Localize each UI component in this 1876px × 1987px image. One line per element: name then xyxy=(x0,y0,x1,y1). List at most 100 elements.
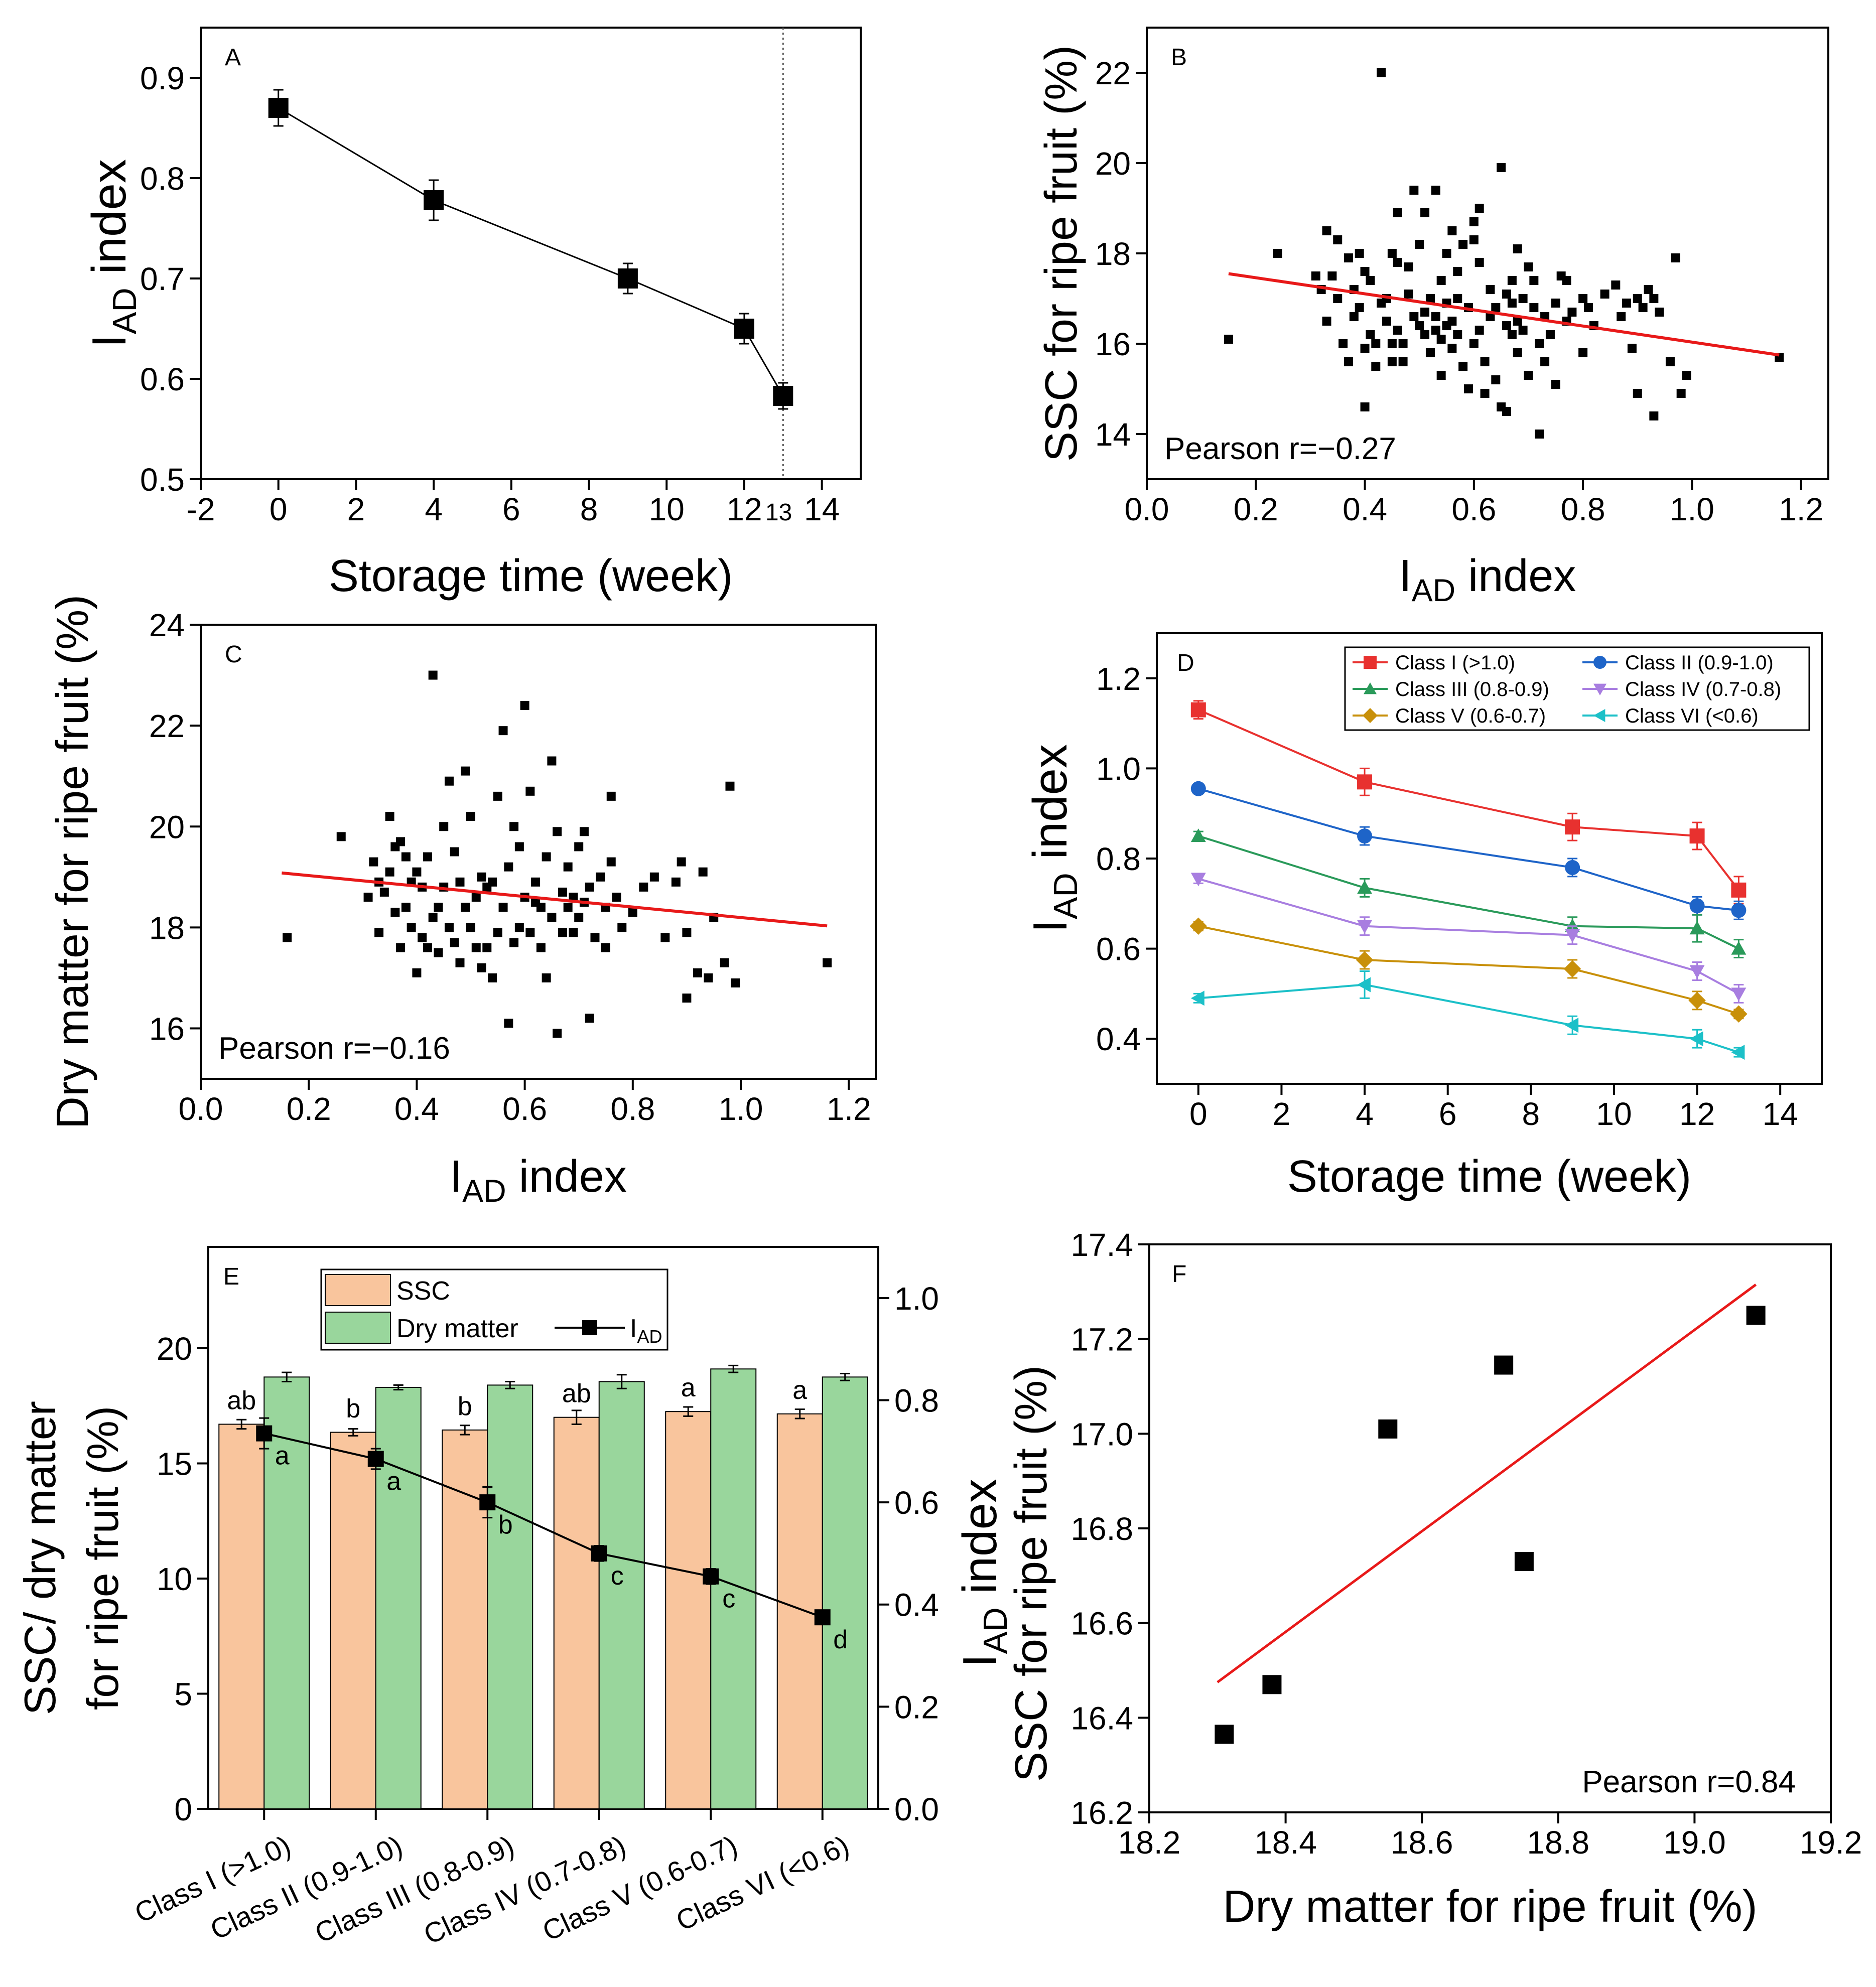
data-point xyxy=(1689,898,1705,914)
x-tick-label: 10 xyxy=(1596,1096,1632,1132)
data-point xyxy=(1731,903,1747,918)
scatter-point xyxy=(423,852,432,862)
y-tick-label: 10 xyxy=(157,1561,192,1597)
scatter-point xyxy=(423,943,432,952)
scatter-point xyxy=(1644,285,1653,294)
data-point xyxy=(1190,873,1206,887)
scatter-point xyxy=(536,943,546,952)
scatter-point xyxy=(558,928,567,937)
y-tick-label: 24 xyxy=(149,607,185,643)
x-tick-label: 4 xyxy=(425,491,443,527)
regression-line xyxy=(282,871,828,928)
scatter-point xyxy=(1491,375,1501,384)
y-tick-label: 17.0 xyxy=(1070,1416,1133,1452)
scatter-point xyxy=(1627,344,1637,353)
x-tick-label: 18.4 xyxy=(1254,1824,1317,1861)
scatter-point xyxy=(563,903,573,912)
data-point xyxy=(1190,990,1204,1006)
bar-ssc xyxy=(553,1416,600,1809)
scatter-point xyxy=(1502,321,1512,330)
data-point xyxy=(424,190,444,210)
y-tick-label: 16 xyxy=(149,1011,185,1047)
y-axis-title: Dry matter for ripe fruit (%) xyxy=(48,595,98,1129)
data-point xyxy=(734,319,754,339)
y-tick-label: 16.4 xyxy=(1070,1700,1133,1736)
significance-letter-iad: b xyxy=(498,1510,513,1539)
significance-letter-ssc: ab xyxy=(562,1379,591,1408)
legend-box xyxy=(1344,646,1810,731)
scatter-point xyxy=(477,963,486,972)
scatter-point xyxy=(385,867,394,877)
y-tick-label: 22 xyxy=(149,708,185,744)
data-point xyxy=(268,98,289,118)
scatter-point xyxy=(444,776,454,786)
x-tick-label: 10 xyxy=(649,491,685,527)
x-axis-title: Storage time (week) xyxy=(1287,1152,1691,1202)
scatter-point xyxy=(1617,312,1626,321)
x-tick-label: 8 xyxy=(580,491,598,527)
x-tick-label-extra: 13 xyxy=(765,499,792,526)
x-tick-label: -2 xyxy=(187,491,215,527)
y-tick-label: 15 xyxy=(157,1446,192,1482)
data-point xyxy=(1689,921,1705,935)
scatter-point xyxy=(606,791,616,801)
scatter-point xyxy=(574,913,584,922)
category-label: Class II (0.9-1.0) xyxy=(205,1829,407,1946)
bar-dry-matter-error xyxy=(393,1384,404,1391)
scatter-point xyxy=(407,923,416,932)
scatter-point xyxy=(466,923,475,932)
scatter-point xyxy=(585,882,594,892)
scatter-point xyxy=(649,872,659,882)
scatter-point xyxy=(1382,317,1392,326)
series-line xyxy=(1198,787,1739,912)
x-tick-label: 2 xyxy=(347,491,365,527)
y-tick-label: 1.0 xyxy=(1096,751,1141,787)
y-tick-label: 16.6 xyxy=(1070,1606,1133,1642)
scatter-point xyxy=(1551,299,1560,308)
bar-dry-matter xyxy=(598,1381,645,1810)
scatter-point xyxy=(1486,285,1495,294)
scatter-point xyxy=(1447,317,1457,326)
scatter-point xyxy=(1393,326,1402,335)
legend-label: Class III (0.8-0.9) xyxy=(1395,678,1549,700)
scatter-point xyxy=(1333,294,1343,303)
scatter-point xyxy=(563,862,573,872)
bar-ssc-error xyxy=(348,1428,358,1437)
data-point xyxy=(1190,828,1206,842)
x-tick-label: 2 xyxy=(1273,1096,1291,1132)
scatter-point xyxy=(369,857,378,867)
scatter-point xyxy=(450,938,459,947)
scatter-point xyxy=(363,893,373,902)
scatter-point xyxy=(428,913,438,922)
scatter-point xyxy=(720,958,729,967)
scatter-point xyxy=(596,872,605,882)
x-tick-label: 12 xyxy=(1679,1096,1715,1132)
scatter-point xyxy=(1366,276,1375,285)
scatter-point xyxy=(1273,249,1282,258)
legend-marker xyxy=(1363,708,1378,723)
legend-swatch-dry-matter xyxy=(325,1312,391,1344)
scatter-point xyxy=(374,928,384,937)
scatter-point xyxy=(1529,303,1539,312)
scatter-point xyxy=(1420,330,1430,339)
bar-dry-matter-error xyxy=(728,1364,739,1373)
x-tick-label: 14 xyxy=(1763,1096,1798,1132)
scatter-point xyxy=(1567,308,1577,317)
significance-letter-iad: c xyxy=(611,1562,624,1591)
panel-c-label: C xyxy=(225,641,242,668)
y-axis-title: IAD index xyxy=(1023,744,1085,933)
significance-letter-ssc: ab xyxy=(227,1386,256,1415)
scatter-point xyxy=(1371,362,1381,371)
bar-ssc xyxy=(330,1432,376,1810)
scatter-point xyxy=(1262,1675,1282,1694)
scatter-point xyxy=(1360,402,1370,411)
x-tick-label: 0.0 xyxy=(1125,491,1169,527)
series-line xyxy=(1198,835,1739,950)
scatter-point xyxy=(1453,294,1462,303)
scatter-point xyxy=(574,842,584,851)
scatter-point xyxy=(677,857,686,867)
data-point xyxy=(1357,828,1373,844)
regression-line xyxy=(1217,1284,1757,1683)
data-point xyxy=(1356,951,1374,969)
